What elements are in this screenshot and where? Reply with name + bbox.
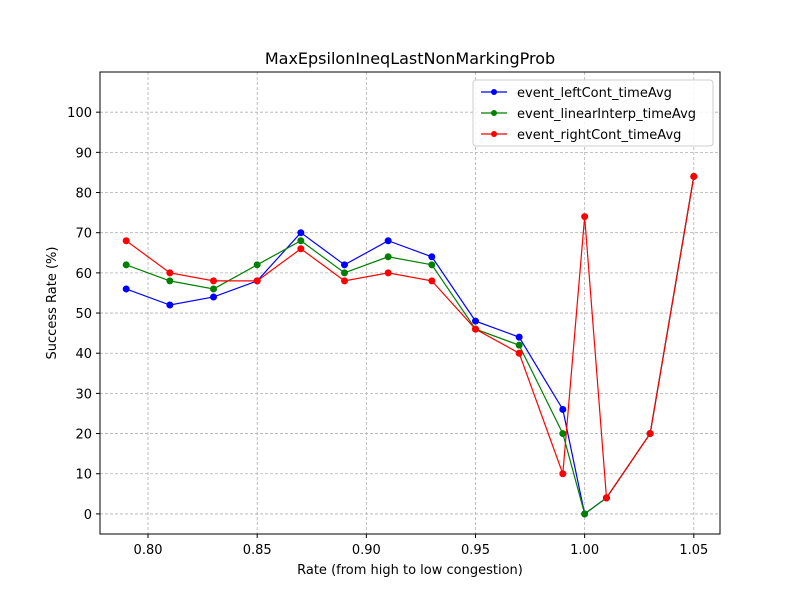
data-point <box>253 261 261 269</box>
data-point <box>122 237 130 245</box>
legend-marker <box>491 131 497 137</box>
data-point <box>341 261 349 269</box>
legend-label: event_linearInterp_timeAvg <box>517 107 696 122</box>
y-tick-label: 30 <box>75 387 92 402</box>
y-axis: 0 10 20 30 40 50 60 70 80 90 100 <box>67 106 100 523</box>
y-tick-label: 100 <box>67 106 92 121</box>
data-point <box>559 405 567 413</box>
data-point <box>581 213 589 221</box>
y-tick-label: 50 <box>75 307 92 322</box>
data-point <box>559 470 567 478</box>
data-point <box>166 277 174 285</box>
data-point <box>253 277 261 285</box>
data-point <box>515 341 523 349</box>
x-tick-label: 1.00 <box>570 543 599 558</box>
y-axis-label: Success Rate (%) <box>45 247 60 360</box>
y-tick-label: 0 <box>84 508 92 523</box>
legend-item: event_rightCont_timeAvg <box>481 128 681 143</box>
series-layer <box>122 172 698 518</box>
legend-marker <box>491 110 497 116</box>
data-point <box>297 237 305 245</box>
data-point <box>210 285 218 293</box>
data-point <box>297 245 305 253</box>
y-tick-label: 20 <box>75 428 92 443</box>
data-point <box>384 237 392 245</box>
legend-marker <box>491 89 497 95</box>
x-tick-label: 1.05 <box>679 543 708 558</box>
data-point <box>515 349 523 357</box>
legend-item: event_leftCont_timeAvg <box>481 86 672 101</box>
grid <box>100 72 720 534</box>
data-point <box>428 277 436 285</box>
data-point <box>428 253 436 261</box>
x-tick-label: 0.95 <box>461 543 490 558</box>
data-point <box>341 269 349 277</box>
y-tick-label: 10 <box>75 468 92 483</box>
x-tick-label: 0.85 <box>243 543 272 558</box>
data-point <box>384 253 392 261</box>
series-event_rightCont_timeAvg <box>122 172 698 502</box>
y-tick-label: 80 <box>75 187 92 202</box>
plot-area-frame <box>99 71 721 535</box>
data-point <box>210 277 218 285</box>
legend-box <box>472 79 714 147</box>
data-point <box>471 325 479 333</box>
y-tick-label: 60 <box>75 267 92 282</box>
data-point <box>559 430 567 438</box>
data-point <box>166 301 174 309</box>
data-point <box>471 317 479 325</box>
data-point <box>166 269 174 277</box>
data-point <box>210 293 218 301</box>
data-point <box>690 172 698 180</box>
legend-label: event_leftCont_timeAvg <box>517 86 672 101</box>
data-point <box>581 510 589 518</box>
x-tick-label: 0.80 <box>134 543 163 558</box>
y-tick-label: 90 <box>75 146 92 161</box>
y-tick-label: 70 <box>75 227 92 242</box>
data-point <box>122 285 130 293</box>
data-point <box>602 494 610 502</box>
data-point <box>122 261 130 269</box>
x-axis: 0.80 0.85 0.90 0.95 1.00 1.05 <box>134 534 708 558</box>
data-point <box>341 277 349 285</box>
y-tick-label: 40 <box>75 347 92 362</box>
legend-label: event_rightCont_timeAvg <box>517 128 681 143</box>
data-point <box>646 430 654 438</box>
data-point <box>384 269 392 277</box>
data-point <box>297 229 305 237</box>
data-point <box>515 333 523 341</box>
legend-item: event_linearInterp_timeAvg <box>481 107 696 122</box>
x-tick-label: 0.90 <box>352 543 381 558</box>
legend: event_leftCont_timeAvg event_linearInterp… <box>472 79 714 147</box>
x-axis-label: Rate (from high to low congestion) <box>297 563 523 578</box>
chart-title: MaxEpsilonIneqLastNonMarkingProb <box>265 49 555 68</box>
data-point <box>428 261 436 269</box>
